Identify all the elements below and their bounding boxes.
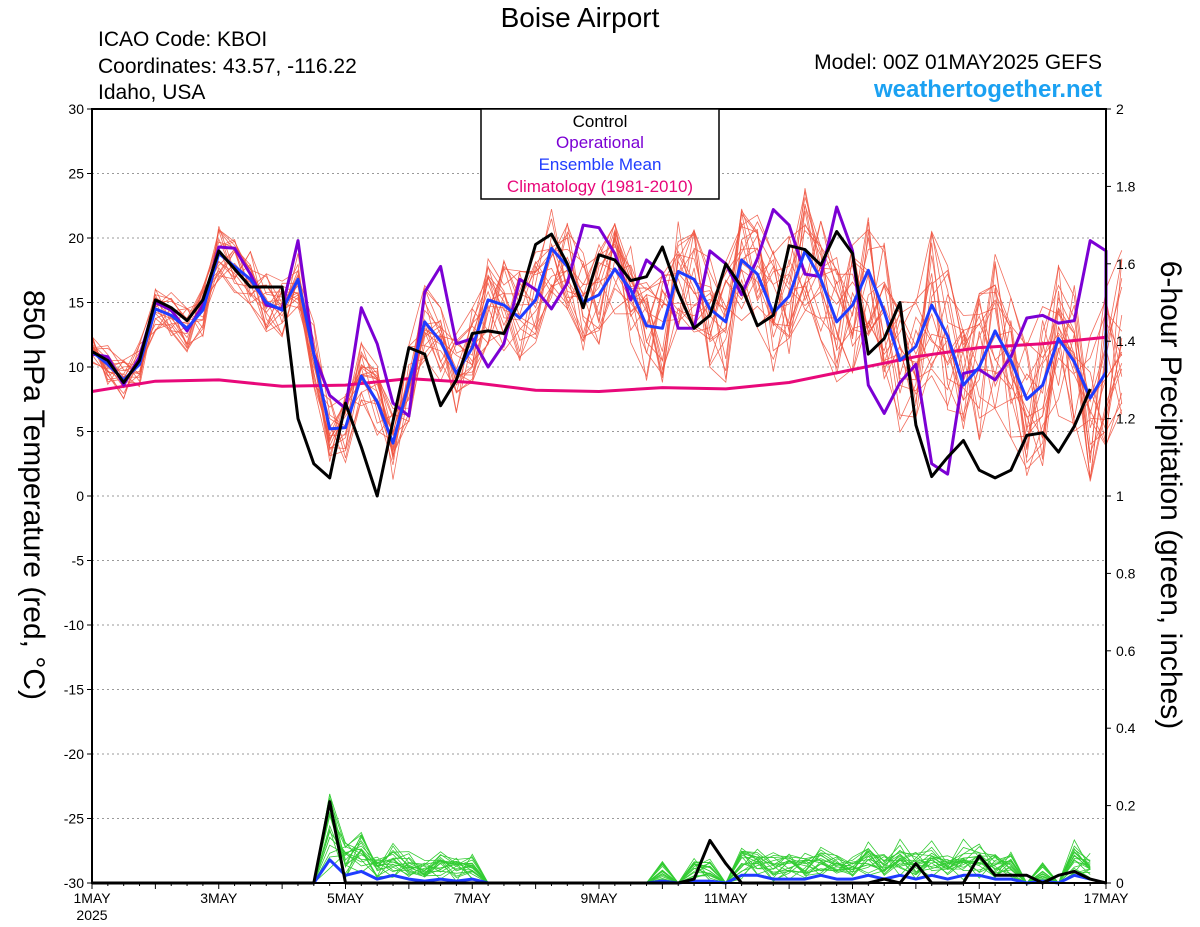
tick-label: 0.6	[1116, 643, 1136, 659]
tick-label: -10	[64, 617, 84, 633]
member-temp-line	[91, 197, 1123, 457]
legend: Control Operational Ensemble Mean Climat…	[480, 108, 720, 200]
model-run: Model: 00Z 01MAY2025 GEFS	[814, 51, 1102, 74]
coordinates: Coordinates: 43.57, -116.22	[98, 55, 357, 78]
tick-label: 5MAY	[327, 890, 365, 906]
member-temp-line	[91, 209, 1123, 480]
tick-label: -25	[64, 811, 84, 827]
tick-label: 5	[76, 424, 84, 440]
tick-label: 17MAY	[1084, 890, 1130, 906]
tick-label: -20	[64, 746, 84, 762]
member-precip-line	[92, 797, 1091, 884]
tick-label: 1.4	[1116, 333, 1136, 349]
member-precip-line	[92, 828, 1091, 884]
member-precip-line	[92, 815, 1091, 884]
member-precip-line	[92, 811, 1091, 884]
tick-label: -5	[72, 553, 85, 569]
tick-label: 1.2	[1116, 411, 1136, 427]
ensemble-members	[91, 188, 1123, 884]
tick-label: 3MAY	[200, 890, 238, 906]
tick-label: 0	[76, 488, 84, 504]
tick-label: 30	[68, 101, 84, 117]
member-temp-line	[91, 209, 1123, 464]
legend-climatology: Climatology (1981-2010)	[507, 177, 693, 196]
tick-label: 15	[68, 295, 84, 311]
legend-control: Control	[573, 112, 628, 131]
tick-label: 0.2	[1116, 798, 1136, 814]
member-temp-line	[91, 221, 1123, 433]
member-precip-line	[92, 807, 1091, 884]
tick-label: 11MAY	[704, 890, 748, 906]
member-temp-line	[91, 222, 1123, 466]
tick-label: -15	[64, 682, 84, 698]
tick-label: 0	[1116, 875, 1124, 891]
tick-label: 1.6	[1116, 256, 1136, 272]
y-axis-left-label: 850 hPa Temperature (red, °C)	[17, 290, 50, 700]
tick-label: -30	[64, 875, 84, 891]
series-ensemble-mean	[91, 246, 1108, 445]
tick-label: 25	[68, 166, 84, 182]
region: Idaho, USA	[98, 81, 206, 104]
y-axis-left: 30 25 20 15 10 5 0 -5 -10 -15 -20 -25 -30	[64, 101, 92, 891]
member-precip-line	[92, 824, 1091, 884]
tick-label: 10	[68, 359, 84, 375]
member-temp-line	[91, 210, 1123, 451]
member-temp-line	[91, 220, 1123, 439]
tick-label: 2	[1116, 101, 1124, 117]
x-axis: 1MAY 3MAY 5MAY 7MAY 9MAY 11MAY 13MAY 15MAY 17MAY…	[73, 883, 1129, 923]
grid	[92, 173, 1106, 819]
tick-label: 9MAY	[580, 890, 618, 906]
member-temp-line	[91, 224, 1123, 464]
series-operational	[91, 205, 1108, 476]
tick-label: 15MAY	[957, 890, 1003, 906]
member-precip-line	[92, 813, 1091, 884]
y-axis-right: 2 1.8 1.6 1.4 1.2 1 0.8 0.6 0.4 0.2 0	[1106, 101, 1136, 891]
tick-label: 1	[1116, 488, 1124, 504]
series-lines	[91, 205, 1108, 885]
chart-title: Boise Airport	[500, 2, 660, 33]
tick-label: 0.4	[1116, 720, 1136, 736]
year-label: 2025	[76, 907, 107, 923]
member-precip-line	[92, 812, 1091, 884]
member-precip-line	[92, 802, 1091, 884]
legend-operational: Operational	[556, 133, 644, 152]
tick-label: 1MAY	[73, 890, 111, 906]
member-precip-line	[92, 801, 1091, 884]
tick-label: 20	[68, 230, 84, 246]
member-temp-line	[91, 188, 1123, 478]
tick-label: 1.8	[1116, 178, 1136, 194]
site-link[interactable]: weathertogether.net	[873, 76, 1102, 103]
member-temp-line	[91, 203, 1123, 482]
icao-code: ICAO Code: KBOI	[98, 28, 268, 51]
legend-box	[480, 108, 720, 200]
series-control	[91, 230, 1092, 498]
y-axis-right-label: 6-hour Precipitation (green, inches)	[1154, 260, 1187, 730]
series-climatology	[91, 335, 1107, 393]
tick-label: 13MAY	[830, 890, 876, 906]
tick-label: 7MAY	[454, 890, 492, 906]
tick-label: 0.8	[1116, 565, 1136, 581]
legend-ensemble-mean: Ensemble Mean	[539, 155, 662, 174]
member-precip-line	[92, 830, 1091, 884]
